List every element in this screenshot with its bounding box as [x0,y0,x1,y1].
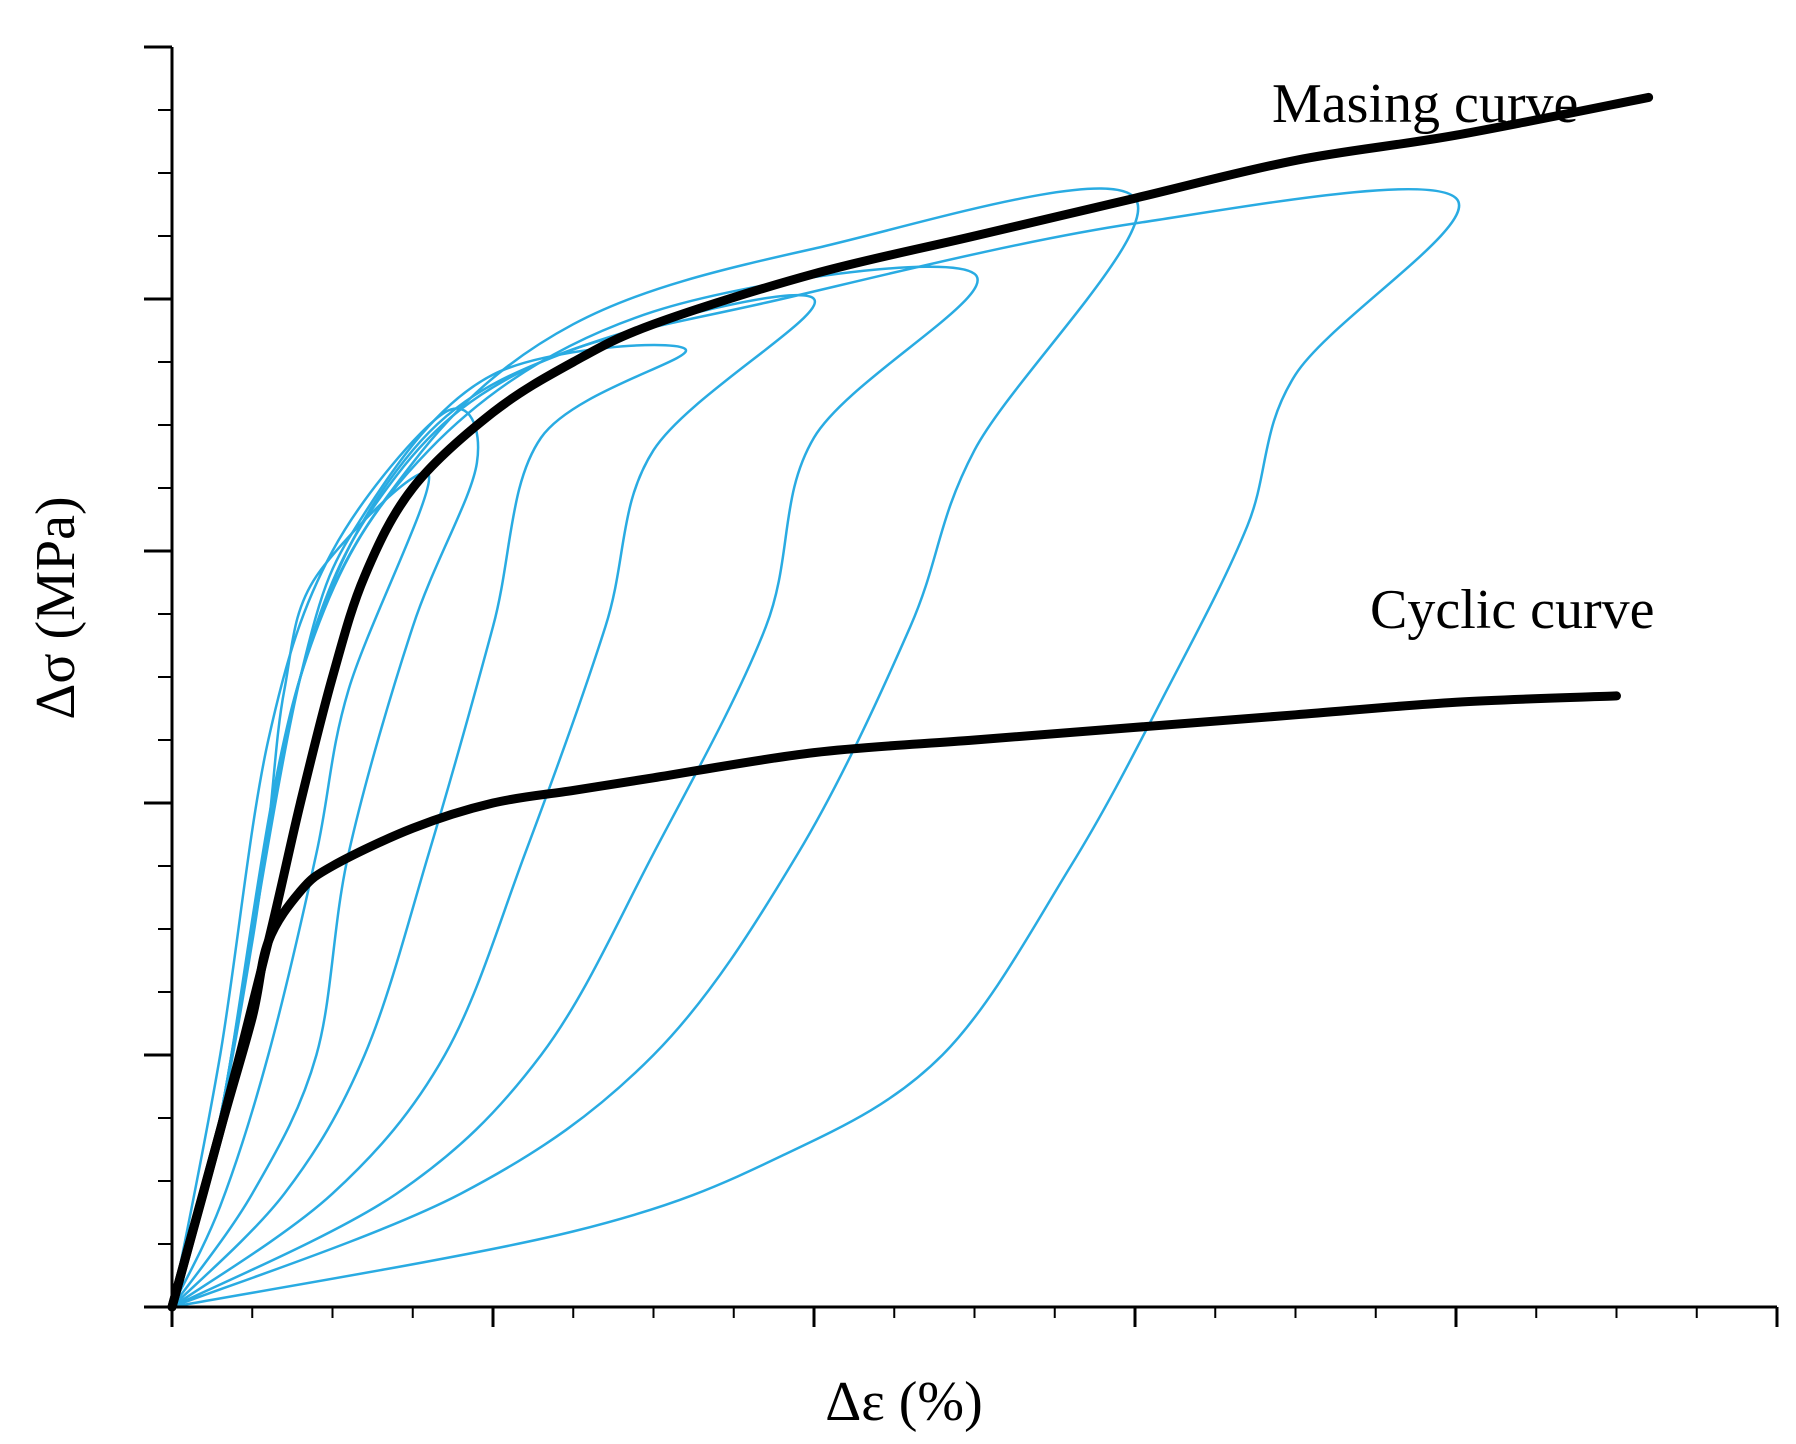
series-masing-curve [167,92,1654,1312]
series-hysteresis-branch-2 [170,407,480,1309]
masing-curve-label: Masing curve [1272,73,1578,135]
series-hysteresis-branch-7 [170,187,1461,1309]
cyclic-curve-label: Cyclic curve [1370,579,1655,641]
series-hysteresis-branch-3 [170,343,687,1309]
tick-marks [144,45,1779,1327]
y-axis-title: Δσ (MPa) [25,496,87,719]
x-axis-title: Δε (%) [825,1371,982,1433]
series-cyclic-curve [167,691,1621,1312]
series-layer [167,92,1654,1312]
